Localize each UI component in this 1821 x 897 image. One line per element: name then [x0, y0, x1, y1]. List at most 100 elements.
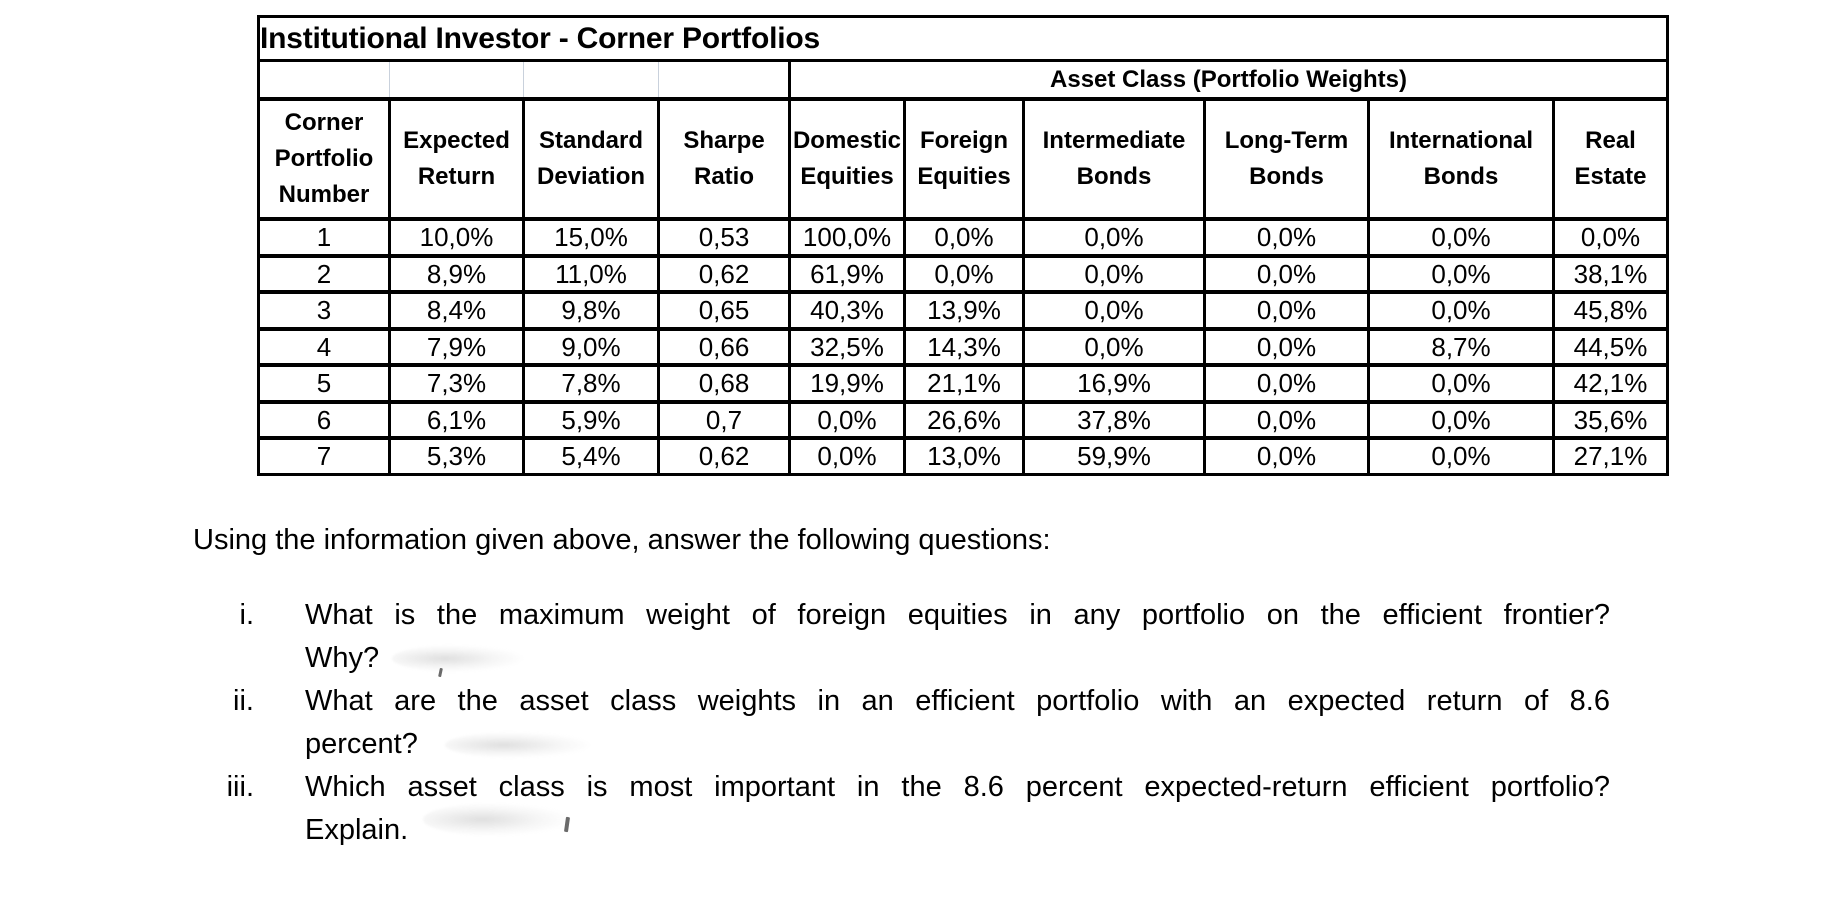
table-cell: 21,1%	[904, 365, 1025, 404]
table-cell: 38,1%	[1553, 255, 1668, 294]
table-cell: 7,8%	[523, 365, 660, 404]
table-cell: 15,0%	[523, 219, 660, 258]
table-cell: 0,62	[658, 438, 791, 474]
table-cell: 42,1%	[1553, 365, 1668, 404]
table-cell: 0,0%	[1204, 401, 1370, 440]
question-item-i: i. What is the maximum weight of foreign…	[192, 594, 1612, 680]
table-cell: 8,9%	[389, 255, 525, 294]
question-text: What is the maximum weight of foreign eq…	[305, 594, 1610, 680]
table-cell: 40,3%	[789, 292, 906, 331]
corner-portfolios-table: Institutional Investor - Corner Portfoli…	[257, 15, 1669, 476]
table-cell: 0,0%	[1553, 219, 1668, 258]
table-cell: 0,0%	[789, 401, 906, 440]
asset-class-header: Asset Class (Portfolio Weights)	[788, 60, 1668, 101]
table-cell: 0,53	[658, 219, 791, 258]
table-row: 4 7,9% 9,0% 0,66 32,5% 14,3% 0,0% 0,0% 8,7% 44,5%	[258, 328, 1668, 367]
table-cell: 0,0%	[1368, 219, 1555, 258]
table-row: 3 8,4% 9,8% 0,65 40,3% 13,9% 0,0% 0,0% 0,0% 45,8%	[258, 292, 1668, 331]
table-cell: 0,0%	[1368, 401, 1555, 440]
table-cell: 1	[258, 219, 391, 258]
blank-cell	[258, 60, 390, 101]
table-row: 5 7,3% 7,8% 0,68 19,9% 21,1% 16,9% 0,0% 0,0% 42,1…	[258, 365, 1668, 404]
table-cell: 7,9%	[389, 328, 525, 367]
table-cell: 35,6%	[1553, 401, 1668, 440]
table-cell: 32,5%	[789, 328, 906, 367]
questions-list: i. What is the maximum weight of foreign…	[192, 594, 1612, 852]
question-text: Which asset class is most important in t…	[305, 766, 1610, 852]
table-cell: 0,0%	[1204, 438, 1370, 474]
eraser-smudge	[423, 803, 571, 836]
table-cell: 19,9%	[789, 365, 906, 404]
question-line: Why?	[305, 642, 380, 674]
question-item-ii: ii. What are the asset class weights in …	[192, 680, 1612, 766]
table-cell: 14,3%	[904, 328, 1025, 367]
table-cell: 6	[258, 401, 391, 440]
table-cell: 0,0%	[789, 438, 906, 474]
table-cell: 5,4%	[523, 438, 660, 474]
blank-cell	[523, 60, 659, 101]
table-cell: 8,7%	[1368, 328, 1555, 367]
table-cell: 13,9%	[904, 292, 1025, 331]
table-row: 1 10,0% 15,0% 0,53 100,0% 0,0% 0,0% 0,0% 0,0% 0,0…	[258, 219, 1668, 258]
table-cell: 5	[258, 365, 391, 404]
question-line: What are the asset class weights in an e…	[305, 685, 1610, 717]
question-number: i.	[239, 599, 255, 631]
column-header-domestic-equities: Domestic Equities	[789, 99, 906, 221]
table-cell: 6,1%	[389, 401, 525, 440]
table-cell: 5,3%	[389, 438, 525, 474]
column-header-international-bonds: International Bonds	[1368, 99, 1555, 221]
question-line: Explain.	[305, 814, 409, 846]
table-cell: 0,66	[658, 328, 791, 367]
table-cell: 0,0%	[1204, 328, 1370, 367]
table-cell: 0,0%	[904, 219, 1025, 258]
table-cell: 0,0%	[904, 255, 1025, 294]
table-cell: 44,5%	[1553, 328, 1668, 367]
table-cell: 0,0%	[1368, 438, 1555, 474]
questions-intro: Using the information given above, answe…	[193, 524, 1051, 556]
table-cell: 5,9%	[523, 401, 660, 440]
question-number: ii.	[233, 685, 254, 717]
table-cell: 45,8%	[1553, 292, 1668, 331]
column-header-intermediate-bonds: Intermediate Bonds	[1023, 99, 1206, 221]
table-row: 2 8,9% 11,0% 0,62 61,9% 0,0% 0,0% 0,0% 0,0% 38,1%	[258, 255, 1668, 294]
table-cell: 61,9%	[789, 255, 906, 294]
table-cell: 59,9%	[1023, 438, 1206, 474]
eraser-smudge	[392, 645, 524, 672]
table-title: Institutional Investor - Corner Portfoli…	[258, 16, 1668, 62]
column-header-sharpe-ratio: Sharpe Ratio	[658, 99, 791, 221]
table-row: 6 6,1% 5,9% 0,7 0,0% 26,6% 37,8% 0,0% 0,0% 35,6%	[258, 401, 1668, 440]
table-cell: 8,4%	[389, 292, 525, 331]
table-cell: 7	[258, 438, 391, 474]
question-line: Which asset class is most important in t…	[305, 771, 1610, 803]
table-cell: 0,0%	[1204, 292, 1370, 331]
question-line: What is the maximum weight of foreign eq…	[305, 599, 1610, 631]
table-cell: 0,0%	[1204, 219, 1370, 258]
table-cell: 0,0%	[1204, 365, 1370, 404]
table-cell: 9,0%	[523, 328, 660, 367]
table-cell: 11,0%	[523, 255, 660, 294]
table-cell: 0,0%	[1204, 255, 1370, 294]
table-title-row: Institutional Investor - Corner Portfoli…	[258, 16, 1668, 62]
column-header-corner-portfolio-number: Corner Portfolio Number	[258, 99, 391, 221]
table-cell: 3	[258, 292, 391, 331]
table-cell: 4	[258, 328, 391, 367]
table-cell: 0,7	[658, 401, 791, 440]
table-cell: 0,0%	[1023, 219, 1206, 258]
table-cell: 100,0%	[789, 219, 906, 258]
table-cell: 0,0%	[1368, 292, 1555, 331]
table-cell: 10,0%	[389, 219, 525, 258]
table-cell: 0,68	[658, 365, 791, 404]
table-cell: 0,0%	[1023, 328, 1206, 367]
column-header-foreign-equities: Foreign Equities	[904, 99, 1025, 221]
question-number: iii.	[226, 771, 254, 803]
question-text: What are the asset class weights in an e…	[305, 680, 1610, 766]
table-cell: 37,8%	[1023, 401, 1206, 440]
column-header-long-term-bonds: Long-Term Bonds	[1204, 99, 1370, 221]
column-header-real-estate: Real Estate	[1553, 99, 1668, 221]
table-cell: 2	[258, 255, 391, 294]
table-cell: 27,1%	[1573, 441, 1648, 472]
question-item-iii: iii. Which asset class is most important…	[192, 766, 1612, 852]
blank-cell	[658, 60, 790, 101]
table-cell: 26,6%	[904, 401, 1025, 440]
